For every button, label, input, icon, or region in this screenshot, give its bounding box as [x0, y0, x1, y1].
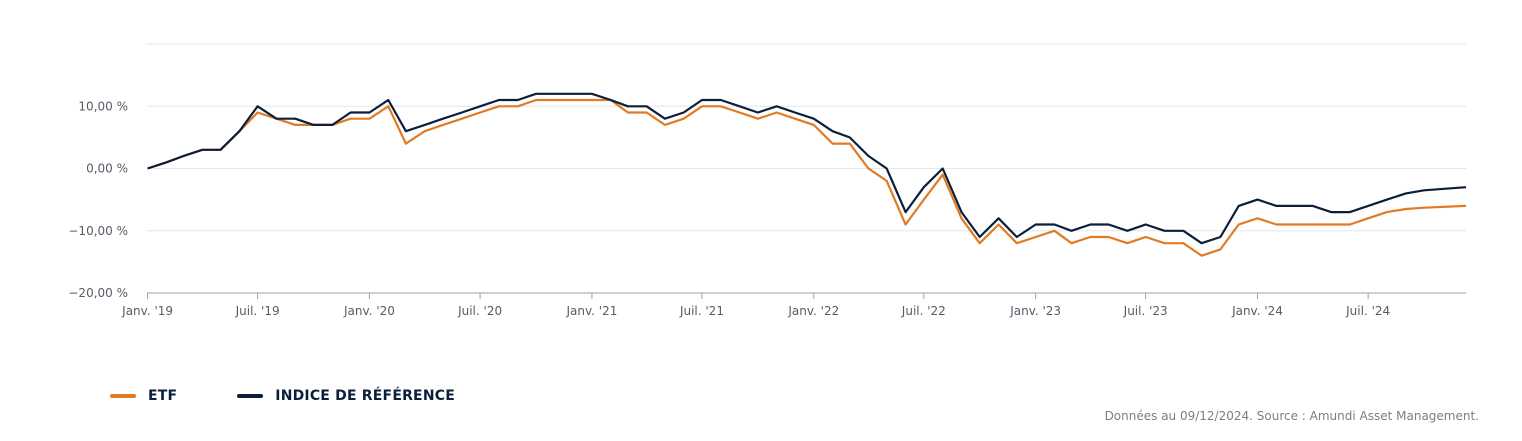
series-line-benchmark: [147, 92, 1467, 245]
legend-swatch-benchmark: [237, 394, 264, 398]
y-tick-label: 10,00 %: [78, 99, 128, 113]
legend-swatch-etf: [110, 394, 136, 398]
legend-item-benchmark[interactable]: INDICE DE RÉFÉRENCE: [237, 388, 455, 404]
x-tick-label: Juil. '20: [457, 304, 502, 318]
y-tick-label: −10,00 %: [68, 224, 128, 238]
x-tick-label: Juil. '21: [679, 304, 724, 318]
x-tick-label: Janv. '19: [121, 304, 173, 318]
performance-line-chart: 10,00 %0,00 %−10,00 %−20,00 % Janv. '19 J…: [68, 43, 1467, 318]
y-tick-label: −20,00 %: [68, 286, 128, 300]
y-axis-ticks: 10,00 % 0,00 % −10,00 % −20,00 %: [68, 99, 128, 300]
x-tick-label: Juil. '22: [901, 304, 946, 318]
legend-label-benchmark: INDICE DE RÉFÉRENCE: [275, 388, 455, 404]
series-lines: [147, 92, 1467, 257]
x-tick-label: Janv. '21: [565, 304, 617, 318]
x-tick-label: Janv. '22: [787, 304, 839, 318]
x-tick-label: Janv. '23: [1009, 304, 1061, 318]
x-tick-label: Janv. '20: [343, 304, 395, 318]
grid-lines: [147, 43, 1466, 232]
chart-legend: ETF INDICE DE RÉFÉRENCE: [110, 388, 515, 404]
legend-label-etf: ETF: [148, 388, 178, 404]
y-tick-label: 0,00 %: [86, 162, 128, 176]
x-tick-label: Juil. '24: [1345, 304, 1390, 318]
x-tick-label: Juil. '23: [1123, 304, 1168, 318]
series-line-etf: [147, 98, 1467, 257]
x-tick-label: Juil. '19: [235, 304, 280, 318]
source-note: Données au 09/12/2024. Source : Amundi A…: [1104, 409, 1479, 423]
x-axis: Janv. '19 Juil. '19 Janv. '20 Juil. '20 Janv…: [121, 292, 1466, 318]
x-tick-label: Janv. '24: [1231, 304, 1283, 318]
legend-item-etf[interactable]: ETF: [110, 388, 177, 404]
